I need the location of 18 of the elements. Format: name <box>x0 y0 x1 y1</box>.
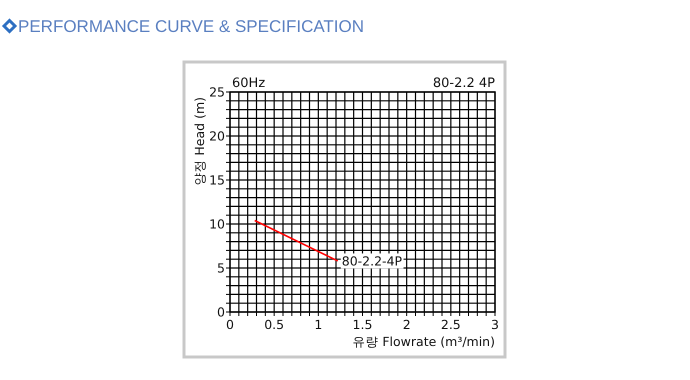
y-tick-label: 20 <box>209 128 226 144</box>
x-tick-label: 3 <box>491 317 499 332</box>
x-tick-label: 1 <box>314 317 322 332</box>
text: 80-2.2 4P <box>432 76 496 91</box>
x-axis-title: 유량 Flowrate (m³/min) <box>352 334 495 349</box>
y-tick-label: 5 <box>217 260 225 276</box>
x-tick-label: 2.5 <box>440 317 461 332</box>
x-tick-label: 0.5 <box>264 317 284 332</box>
y-axis-title: 양정 Head (m) <box>192 97 207 186</box>
x-tick-label: 2 <box>402 317 411 332</box>
series-label: 80-2.2-4P <box>342 253 403 268</box>
y-tick-label: 25 <box>209 84 225 100</box>
chart-title: PERFORMANCE CURVE & SPECIFICATION <box>18 17 364 36</box>
y-tick-label: 0 <box>217 304 226 320</box>
y-tick-label: 10 <box>209 216 226 232</box>
text: 60Hz <box>232 76 266 91</box>
x-tick-label: 1.5 <box>352 317 372 332</box>
y-tick-label: 15 <box>209 172 225 188</box>
